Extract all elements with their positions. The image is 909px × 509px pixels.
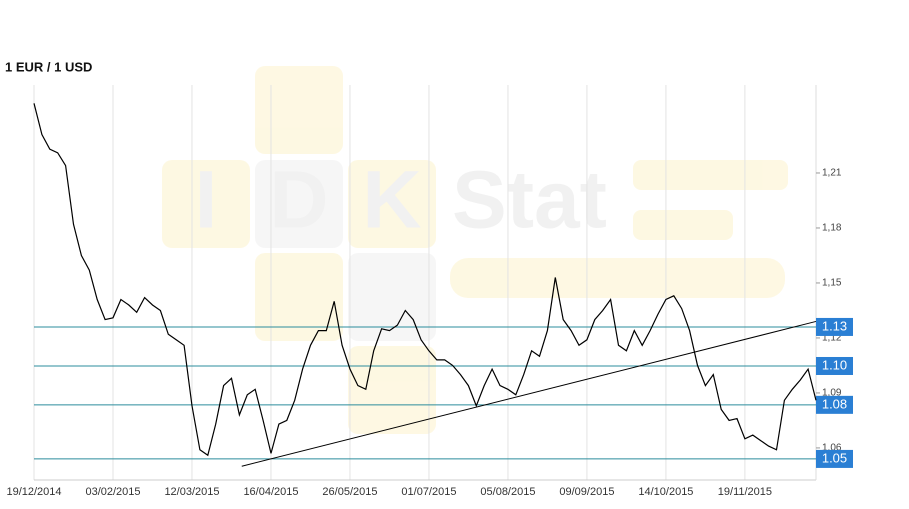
wm-block [348,253,436,341]
x-tick-label: 12/03/2015 [164,486,219,498]
level-label: 1.13 [822,318,847,333]
x-tick-label: 26/05/2015 [322,486,377,498]
x-tick-label: 19/11/2015 [718,486,772,498]
level-tag [816,449,853,468]
level-tag [816,395,853,414]
wm-block [633,160,788,190]
wm-block [255,66,343,154]
x-tick-label: 19/12/2014 [6,486,61,498]
price-line [33,103,817,457]
wm-block [255,253,343,341]
x-tick-label: 03/02/2015 [85,486,140,498]
y-tick-label: 1,09 [822,388,842,399]
wm-block [255,160,343,248]
chart-title: 1 EUR / 1 USD [5,59,92,74]
wm-block [450,258,785,298]
y-tick-label: 1,15 [822,278,842,289]
x-tick-label: 01/07/2015 [401,486,456,498]
level-tag [816,356,853,375]
level-label: 1.05 [822,450,847,465]
wm-text: D [269,155,328,246]
wm-block [348,160,436,248]
level-label: 1.10 [822,357,847,372]
x-tick-label: 09/09/2015 [559,486,614,498]
wm-block [633,210,733,240]
watermark: I D K Stat [162,66,788,434]
y-tick-label: 1,12 [822,333,842,344]
level-label: 1.08 [822,396,847,411]
trend-line [241,320,817,467]
wm-text: K [362,155,421,246]
y-tick-label: 1,06 [822,443,842,454]
wm-text: I [195,155,218,246]
x-tick-label: 05/08/2015 [480,486,535,498]
y-tick-label: 1,21 [822,168,842,179]
level-tag [816,317,853,336]
x-tick-label: 16/04/2015 [243,486,298,498]
y-tick-label: 1,18 [822,223,842,234]
wm-block [162,160,250,248]
x-tick-label: 14/10/2015 [638,486,693,498]
wm-text: Stat [452,155,607,246]
